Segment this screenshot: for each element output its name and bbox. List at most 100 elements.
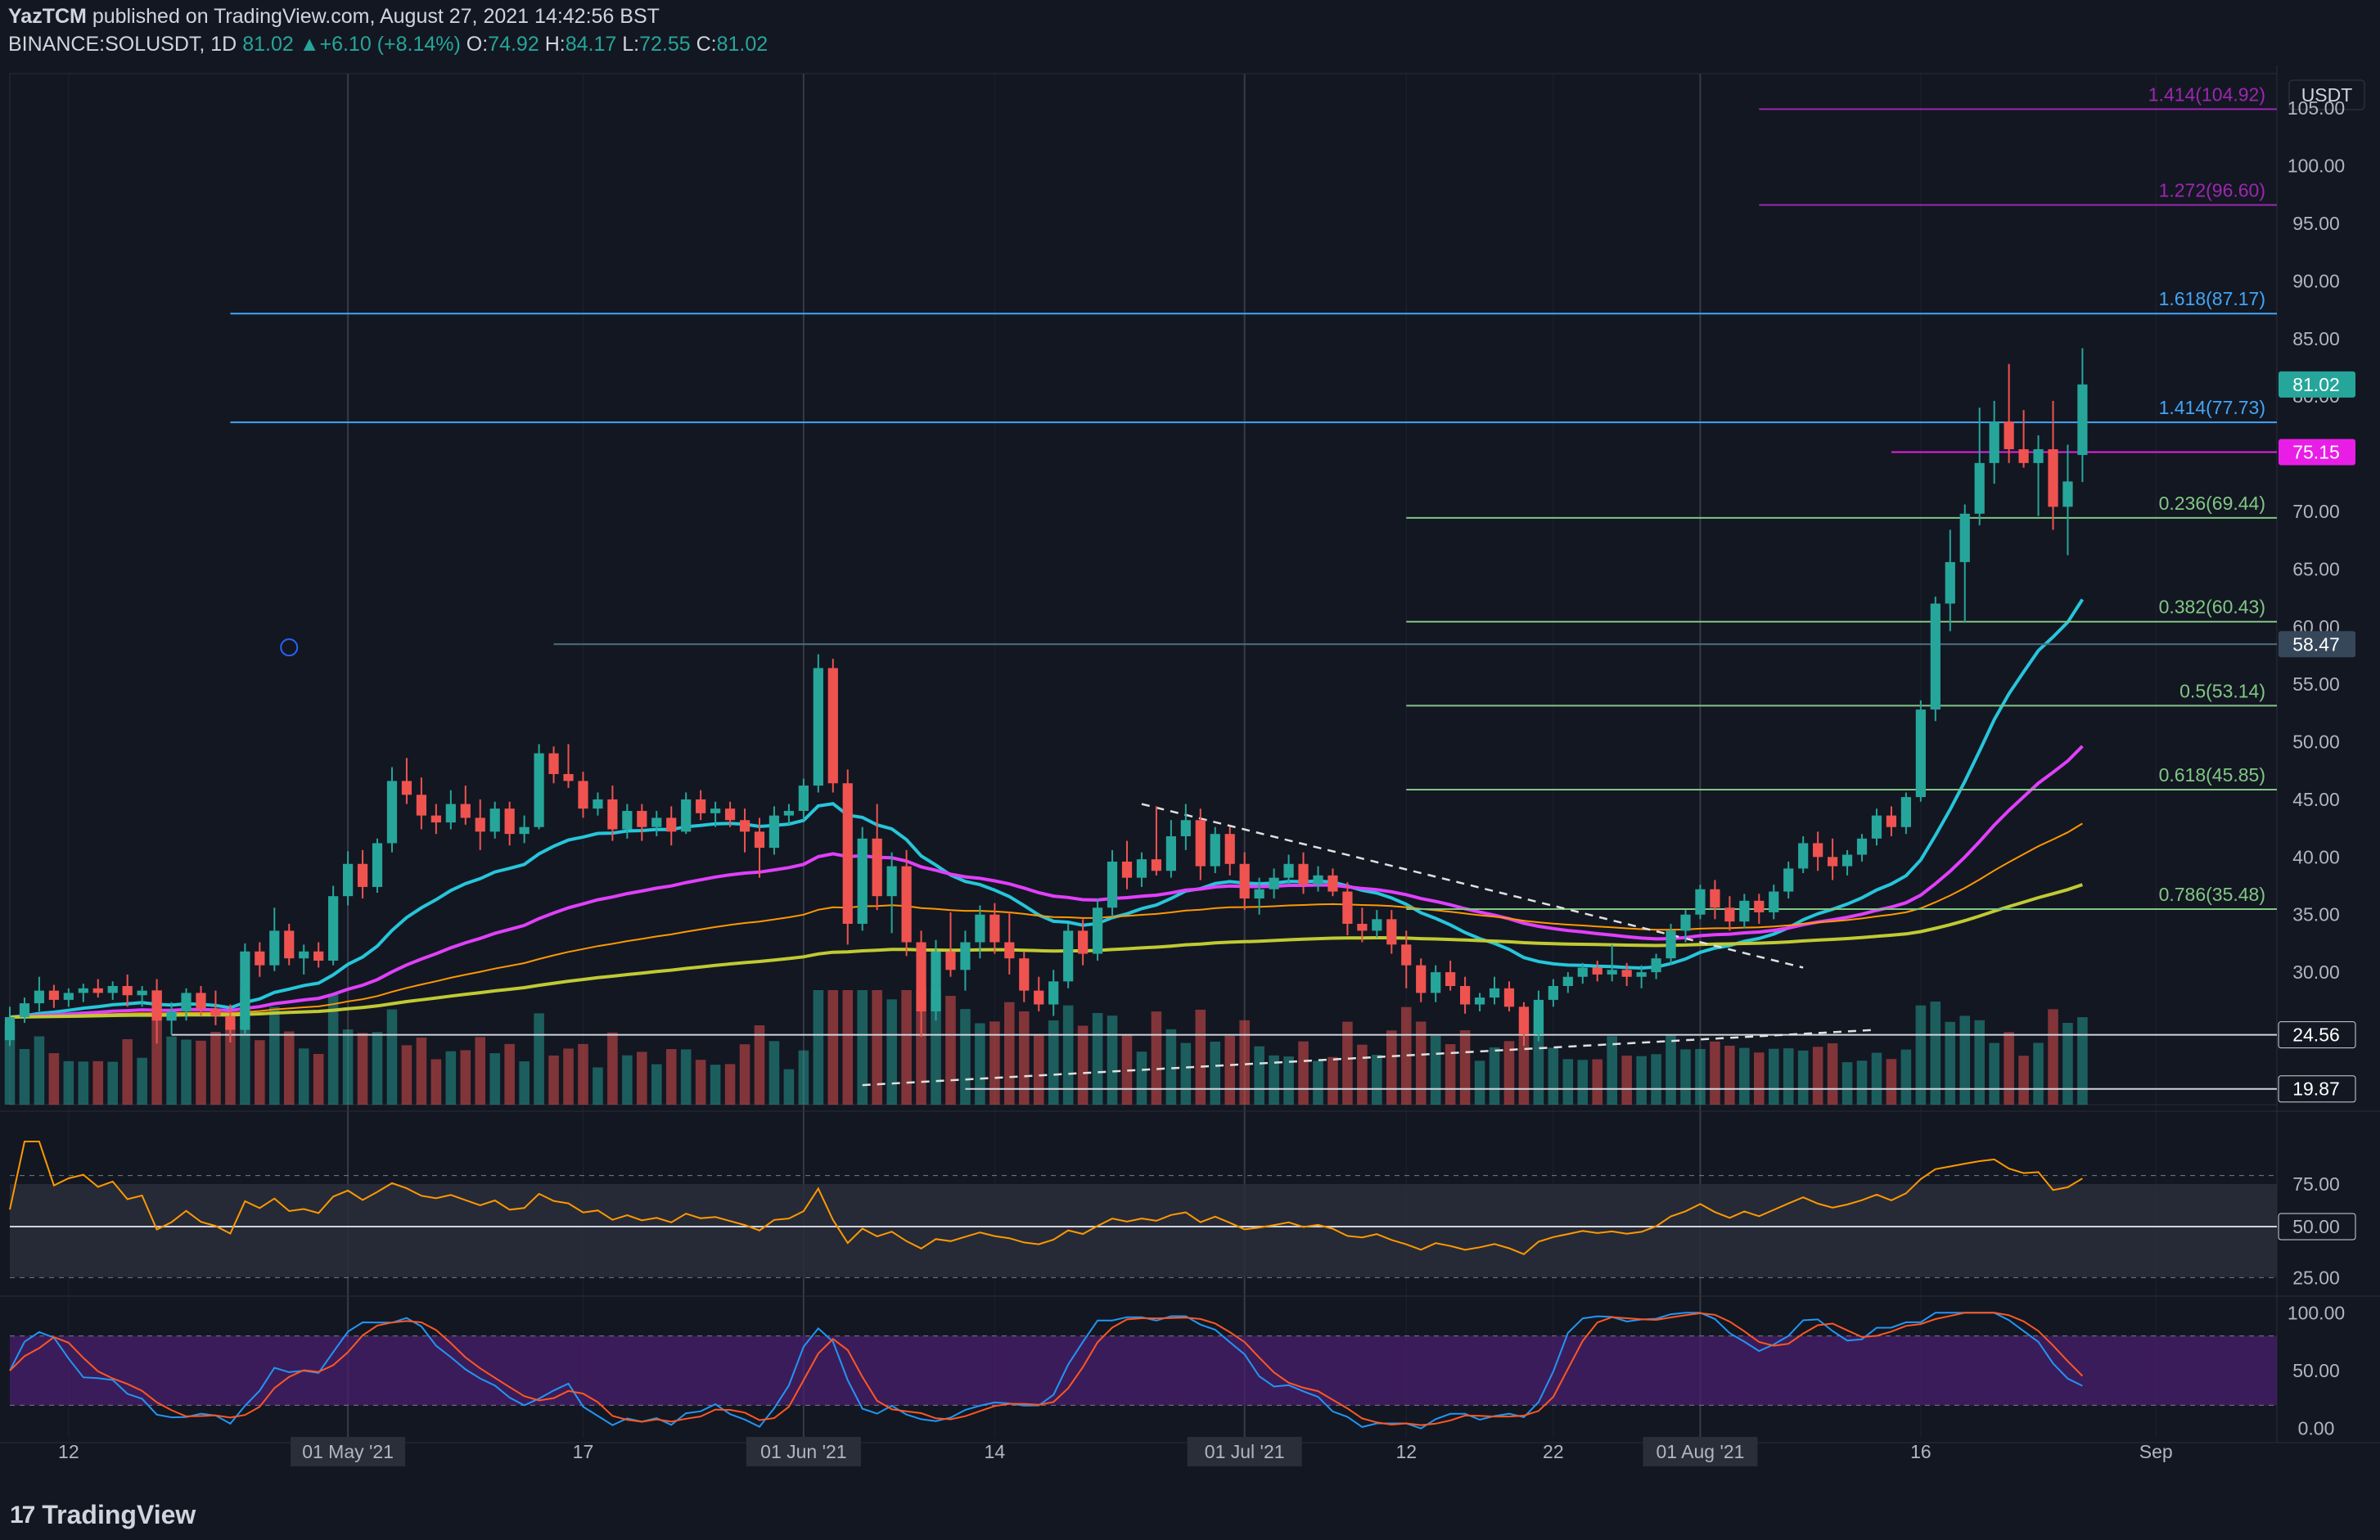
candle-body[interactable] <box>1577 967 1588 977</box>
candle-body[interactable] <box>1313 875 1323 885</box>
candle-body[interactable] <box>48 990 59 1000</box>
candle-body[interactable] <box>284 930 295 959</box>
candle-body[interactable] <box>1151 859 1162 871</box>
candle-body[interactable] <box>1503 988 1515 1007</box>
candle-body[interactable] <box>342 863 354 897</box>
candle-body[interactable] <box>63 993 74 1000</box>
candle-body[interactable] <box>931 951 941 1011</box>
candle-body[interactable] <box>151 990 162 1021</box>
candle-body[interactable] <box>1107 861 1118 908</box>
candle-body[interactable] <box>637 811 647 827</box>
candle-body[interactable] <box>1004 942 1015 959</box>
candle-body[interactable] <box>1092 907 1103 954</box>
candle-body[interactable] <box>1063 930 1074 982</box>
candle-body[interactable] <box>1813 843 1823 858</box>
candle-body[interactable] <box>945 951 956 970</box>
time-label-4[interactable]: 14 <box>985 1441 1006 1462</box>
candle-body[interactable] <box>1945 561 1955 604</box>
candle-body[interactable] <box>1783 868 1794 892</box>
candle-body[interactable] <box>548 753 559 774</box>
candle-body[interactable] <box>1180 820 1191 836</box>
candle-body[interactable] <box>92 988 103 993</box>
candle-body[interactable] <box>1562 976 1573 986</box>
candle-body[interactable] <box>1666 930 1676 959</box>
time-label-5[interactable]: 01 Jul '21 <box>1205 1441 1285 1462</box>
candle-body[interactable] <box>1386 919 1397 945</box>
candle-body[interactable] <box>666 817 677 832</box>
candle-body[interactable] <box>1342 891 1353 924</box>
candle-body[interactable] <box>1121 861 1133 878</box>
candle-body[interactable] <box>416 795 427 816</box>
candle-body[interactable] <box>1754 900 1765 912</box>
candle-body[interactable] <box>1019 958 1030 991</box>
candle-body[interactable] <box>1136 859 1147 878</box>
candle-body[interactable] <box>1224 834 1235 864</box>
candle-body[interactable] <box>1798 843 1809 869</box>
candle-body[interactable] <box>475 817 485 832</box>
candle-body[interactable] <box>1710 889 1720 908</box>
candle-body[interactable] <box>783 811 795 816</box>
candle-body[interactable] <box>989 914 1000 943</box>
candle-body[interactable] <box>681 799 692 832</box>
candle-body[interactable] <box>122 985 133 996</box>
candle-body[interactable] <box>769 815 780 849</box>
candle-body[interactable] <box>1518 1006 1530 1035</box>
candle-body[interactable] <box>372 843 383 887</box>
candle-body[interactable] <box>813 668 823 786</box>
candle-body[interactable] <box>240 951 250 1030</box>
candle-body[interactable] <box>255 951 265 966</box>
candle-body[interactable] <box>724 808 736 821</box>
candle-body[interactable] <box>313 951 324 961</box>
candle-body[interactable] <box>386 781 398 844</box>
time-axis[interactable]: 12 01 May '21 17 01 Jun '21 14 01 Jul '21 12 22… <box>58 1437 2173 1466</box>
candle-body[interactable] <box>2033 448 2044 463</box>
candle-body[interactable] <box>1989 421 1999 463</box>
candle-body[interactable] <box>1239 863 1250 898</box>
candle-body[interactable] <box>1724 907 1735 922</box>
candle-body[interactable] <box>1459 985 1471 1005</box>
candle-body[interactable] <box>1959 513 1970 562</box>
candle-body[interactable] <box>1283 863 1294 878</box>
candle-body[interactable] <box>872 838 882 897</box>
candle-body[interactable] <box>901 866 912 943</box>
candle-body[interactable] <box>1401 944 1412 966</box>
candle-body[interactable] <box>563 773 574 781</box>
candle-body[interactable] <box>1210 834 1220 867</box>
candle-body[interactable] <box>401 781 412 795</box>
candle-body[interactable] <box>1592 967 1602 975</box>
candle-body[interactable] <box>1886 815 1897 827</box>
candle-body[interactable] <box>842 783 853 924</box>
candle-body[interactable] <box>1856 838 1868 855</box>
candle-body[interactable] <box>519 826 530 835</box>
candle-body[interactable] <box>299 951 309 959</box>
candle-body[interactable] <box>1034 990 1044 1005</box>
candle-body[interactable] <box>827 668 838 784</box>
candle-body[interactable] <box>269 930 280 966</box>
candle-body[interactable] <box>710 808 721 813</box>
candles[interactable] <box>4 348 2088 1047</box>
price-tag-3[interactable]: 24.56 <box>2292 1024 2340 1046</box>
price-axis[interactable]: USDT105.00100.0095.0090.0085.0080.0075.0… <box>2278 79 2365 1103</box>
candle-body[interactable] <box>357 863 368 887</box>
time-label-9[interactable]: 16 <box>1910 1441 1931 1462</box>
candle-body[interactable] <box>1533 999 1544 1035</box>
candle-body[interactable] <box>975 914 985 943</box>
symbol[interactable]: BINANCE:SOLUSDT, 1D <box>8 33 237 56</box>
candle-body[interactable] <box>137 990 147 996</box>
candle-body[interactable] <box>181 993 192 1011</box>
candle-body[interactable] <box>1548 985 1558 1000</box>
candle-body[interactable] <box>78 988 88 993</box>
candle-body[interactable] <box>607 799 618 830</box>
time-label-6[interactable]: 12 <box>1395 1441 1417 1462</box>
candle-body[interactable] <box>1841 854 1853 867</box>
candle-body[interactable] <box>1357 923 1368 931</box>
candle-body[interactable] <box>1269 877 1279 889</box>
candle-body[interactable] <box>1474 997 1485 1005</box>
candle-body[interactable] <box>798 786 809 812</box>
candle-body[interactable] <box>1327 875 1338 892</box>
candle-body[interactable] <box>754 831 765 849</box>
candle-body[interactable] <box>1900 797 1912 827</box>
candle-body[interactable] <box>430 815 441 823</box>
candle-body[interactable] <box>1871 815 1882 839</box>
